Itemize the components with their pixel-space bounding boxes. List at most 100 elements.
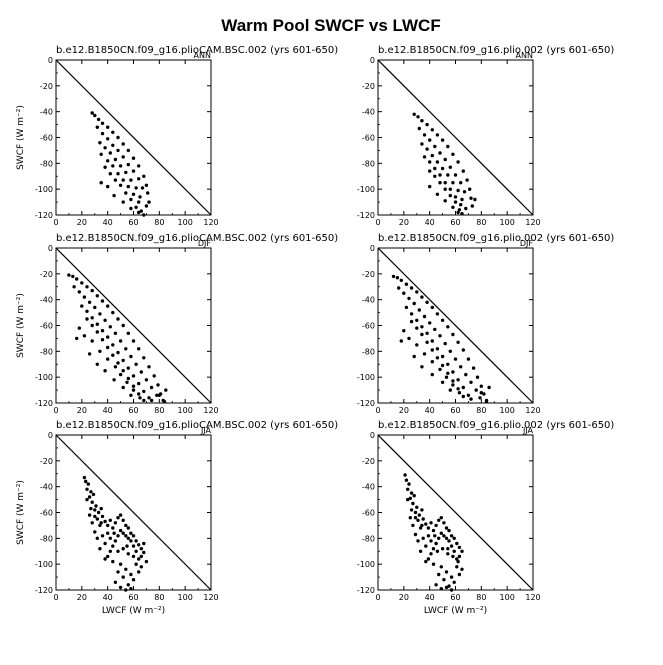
data-point bbox=[425, 122, 429, 127]
data-point bbox=[426, 526, 431, 530]
x-tick-label: 0 bbox=[375, 406, 380, 415]
data-point bbox=[121, 200, 125, 204]
x-tick-label: 0 bbox=[375, 218, 380, 227]
data-point bbox=[137, 210, 141, 215]
data-point bbox=[144, 378, 149, 382]
data-point bbox=[446, 362, 450, 366]
data-point bbox=[113, 521, 118, 525]
data-point bbox=[403, 473, 407, 477]
data-point bbox=[431, 547, 436, 551]
data-point bbox=[440, 363, 445, 368]
y-tick-label: -120 bbox=[357, 399, 375, 408]
data-point bbox=[116, 361, 120, 365]
data-point bbox=[459, 203, 463, 207]
x-axis-label: LWCF (W m⁻²) bbox=[424, 606, 487, 616]
data-point bbox=[98, 312, 102, 316]
data-point bbox=[146, 191, 150, 195]
data-point bbox=[446, 173, 450, 177]
data-point bbox=[407, 336, 411, 341]
x-tick-label: 60 bbox=[128, 593, 138, 602]
data-point bbox=[106, 125, 110, 129]
data-point bbox=[93, 305, 97, 310]
data-point bbox=[451, 554, 455, 559]
x-tick-label: 80 bbox=[154, 406, 164, 415]
data-point bbox=[142, 550, 146, 555]
data-point bbox=[131, 384, 136, 388]
data-point bbox=[131, 578, 136, 582]
data-point bbox=[440, 138, 445, 142]
data-point bbox=[409, 491, 414, 495]
reference-line bbox=[377, 434, 534, 591]
x-tick-label: 0 bbox=[53, 593, 58, 602]
data-point bbox=[137, 347, 141, 351]
x-tick-label: 120 bbox=[203, 593, 218, 602]
data-point bbox=[90, 288, 94, 293]
data-point bbox=[409, 286, 414, 290]
data-point bbox=[89, 490, 93, 494]
data-point bbox=[111, 130, 115, 134]
y-tick-label: -40 bbox=[40, 483, 53, 492]
data-point bbox=[435, 160, 440, 164]
data-point bbox=[404, 478, 409, 482]
data-point bbox=[424, 559, 428, 564]
data-point bbox=[118, 513, 123, 517]
y-tick-label: -20 bbox=[362, 457, 375, 466]
x-tick-label: 20 bbox=[399, 218, 409, 227]
data-point bbox=[452, 536, 456, 540]
data-point bbox=[142, 174, 146, 178]
data-point bbox=[428, 160, 432, 164]
data-point bbox=[408, 516, 412, 520]
data-point bbox=[434, 583, 438, 587]
data-point bbox=[479, 384, 483, 388]
data-point bbox=[420, 142, 424, 146]
data-point bbox=[459, 181, 463, 185]
data-point bbox=[406, 487, 410, 491]
data-point bbox=[113, 331, 118, 335]
data-point bbox=[137, 177, 141, 181]
data-point bbox=[444, 375, 449, 379]
data-point bbox=[80, 281, 84, 285]
data-point bbox=[448, 349, 452, 353]
data-point bbox=[466, 357, 471, 361]
data-point bbox=[413, 510, 418, 515]
data-point bbox=[156, 383, 160, 387]
data-point bbox=[137, 543, 141, 547]
data-point bbox=[99, 181, 103, 185]
data-point bbox=[402, 329, 406, 333]
data-point bbox=[444, 585, 449, 590]
data-point bbox=[415, 318, 419, 322]
data-point bbox=[90, 339, 94, 343]
data-point bbox=[142, 389, 146, 394]
y-tick-label: -80 bbox=[362, 159, 375, 168]
panel-title: b.e12.B1850CN.f09_g16.plioCAM.BSC.002 (y… bbox=[56, 420, 338, 431]
data-point bbox=[407, 482, 411, 486]
reference-line bbox=[55, 247, 212, 404]
chart-panel-4: b.e12.B1850CN.f09_g16.plio.002 (yrs 601-… bbox=[357, 233, 615, 415]
data-point bbox=[80, 304, 84, 308]
data-point bbox=[425, 331, 429, 335]
data-point bbox=[456, 559, 460, 564]
data-point bbox=[112, 378, 116, 382]
data-point bbox=[443, 187, 447, 191]
data-point bbox=[95, 517, 100, 521]
x-tick-label: 120 bbox=[525, 218, 540, 227]
panel-title: b.e12.B1850CN.f09_g16.plio.002 (yrs 601-… bbox=[378, 233, 614, 244]
data-point bbox=[85, 497, 89, 502]
data-point bbox=[425, 147, 429, 151]
data-point bbox=[438, 334, 442, 338]
y-tick-label: -60 bbox=[362, 134, 375, 143]
data-point bbox=[429, 521, 433, 525]
data-point bbox=[439, 531, 443, 535]
data-point bbox=[108, 518, 113, 522]
data-point bbox=[93, 508, 97, 512]
x-tick-label: 120 bbox=[203, 406, 218, 415]
data-point bbox=[437, 518, 441, 522]
data-point bbox=[391, 274, 396, 279]
data-point bbox=[100, 329, 105, 333]
data-point bbox=[417, 308, 421, 312]
data-point bbox=[98, 349, 102, 353]
data-point bbox=[424, 544, 428, 548]
data-point bbox=[118, 164, 123, 168]
data-point bbox=[103, 165, 107, 169]
